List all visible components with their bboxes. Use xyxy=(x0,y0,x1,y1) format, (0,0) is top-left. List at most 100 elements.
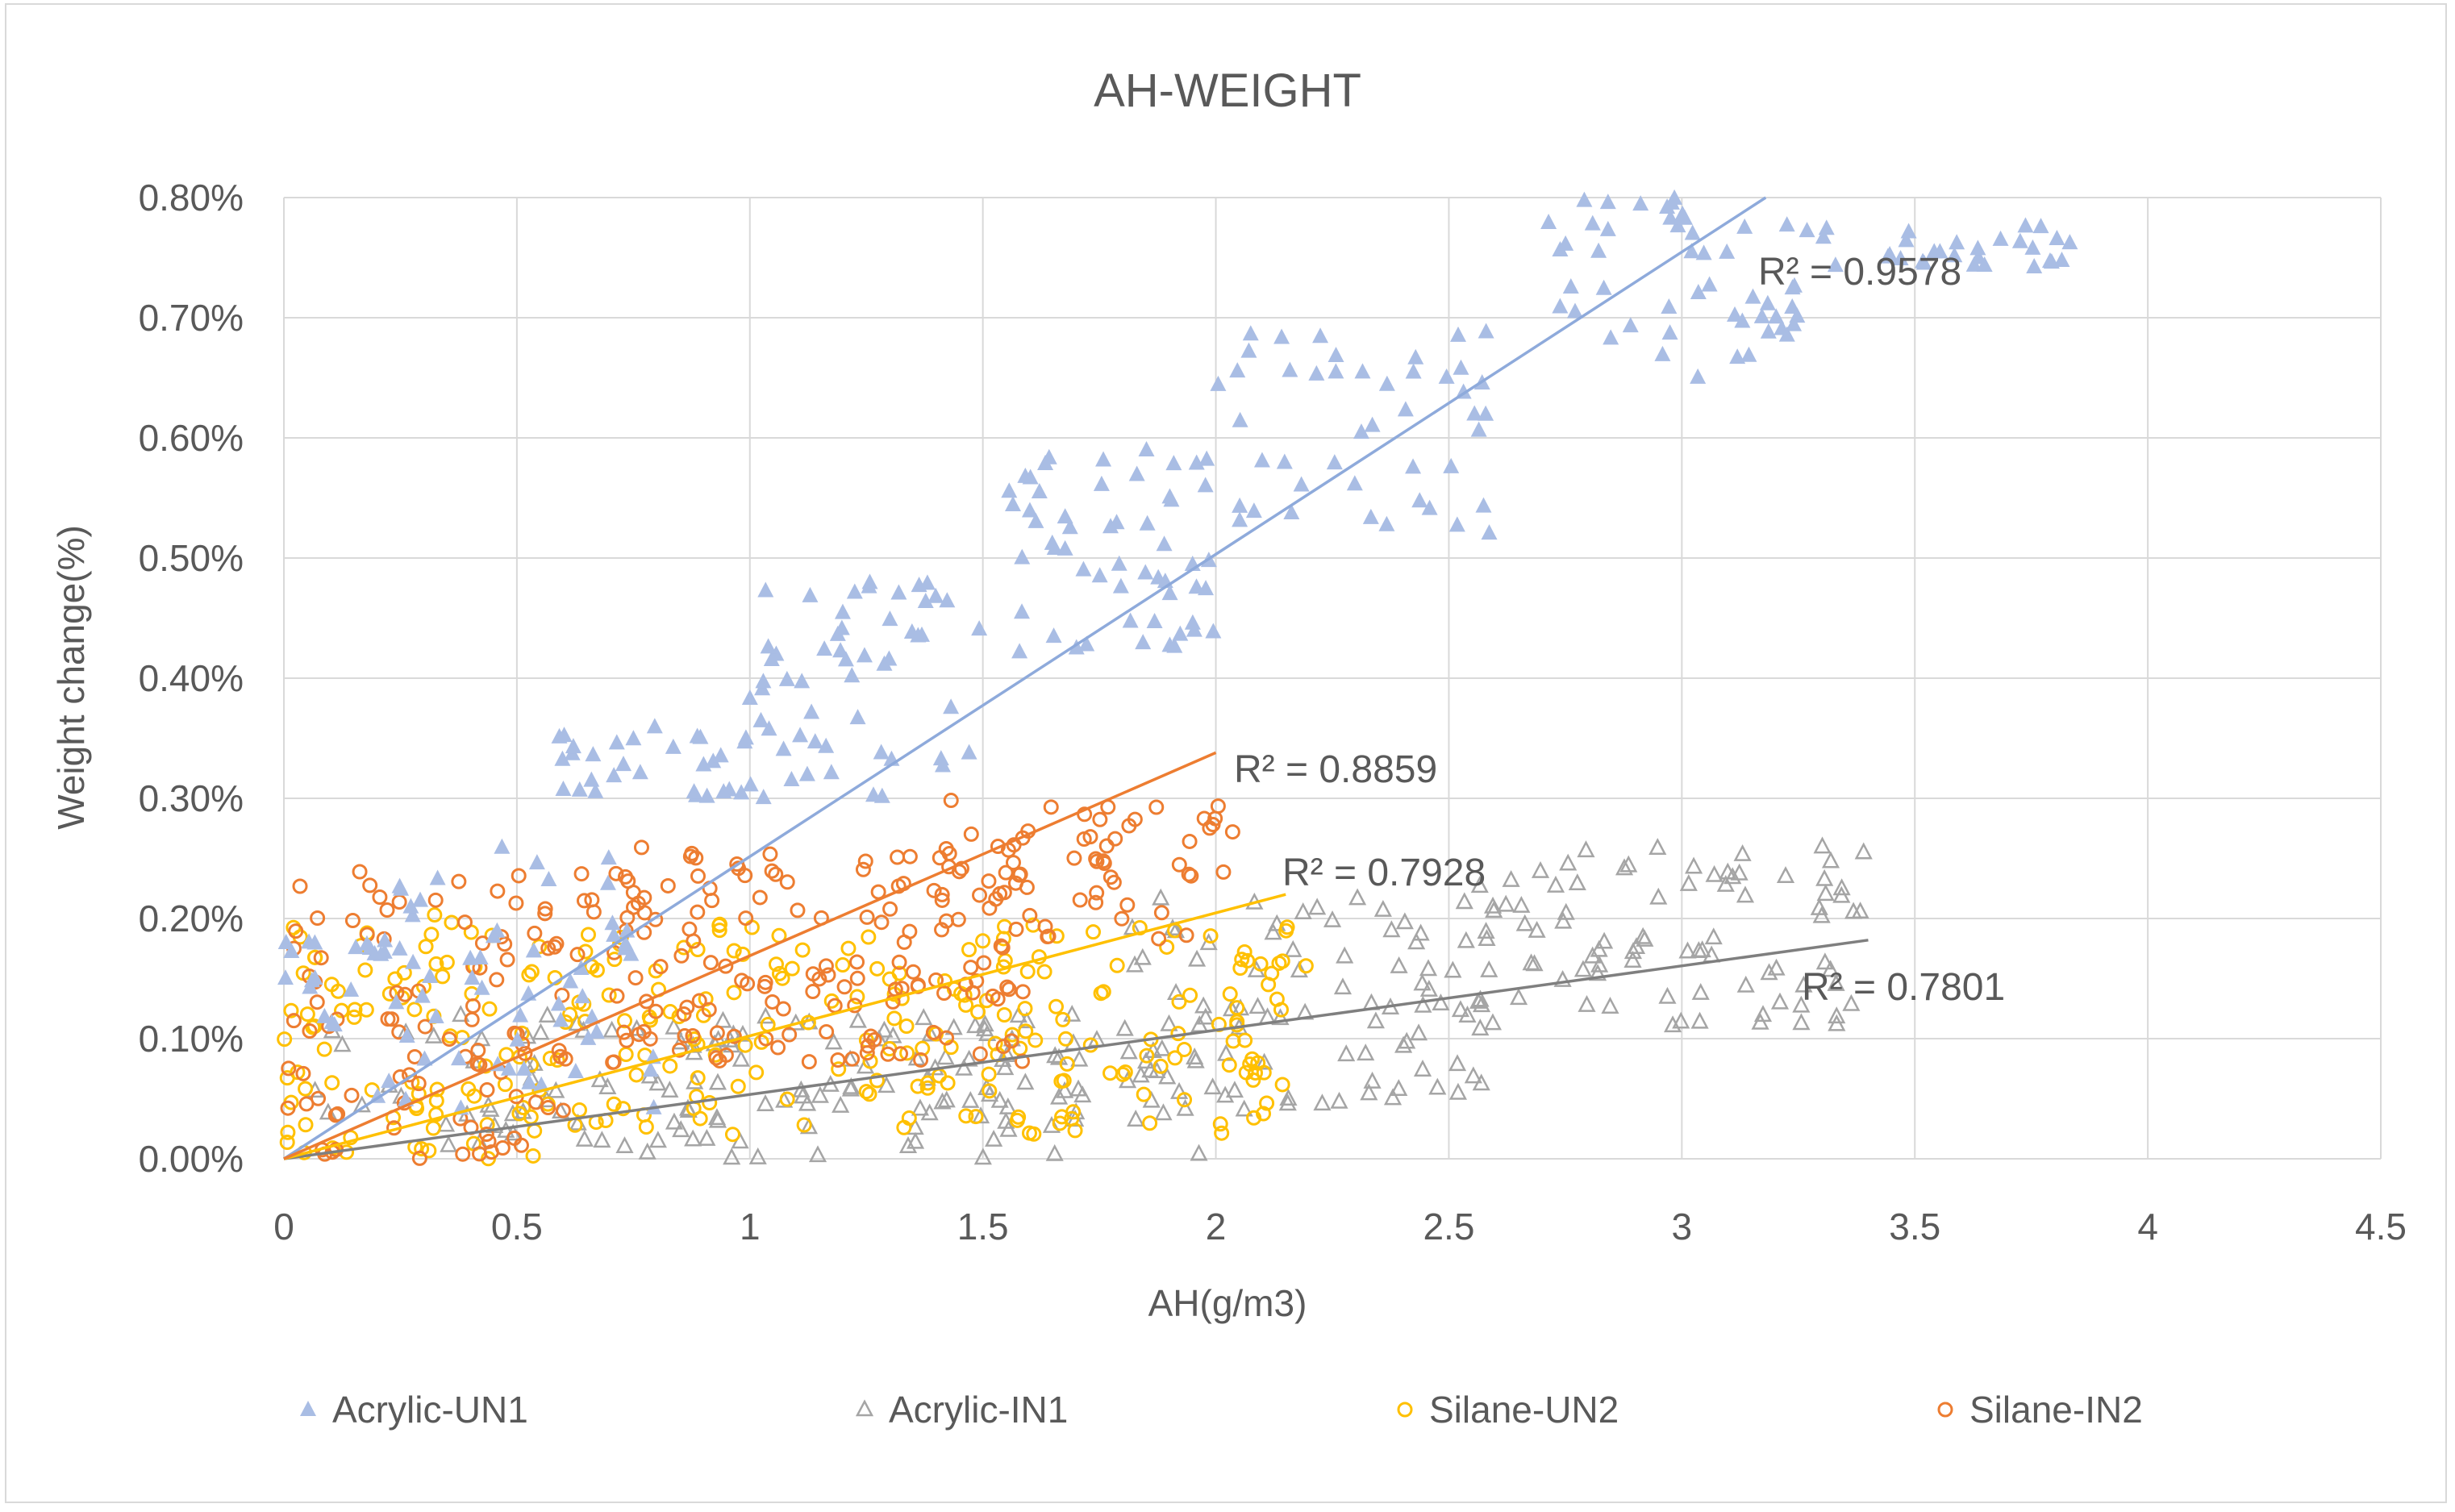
y-tick-labels: 0.00% 0.10% 0.20% 0.30% 0.40% 0.50% 0.60% 0.70%… xyxy=(139,177,244,1180)
data-point xyxy=(1232,411,1248,427)
data-point xyxy=(489,972,505,988)
data-point xyxy=(602,1020,621,1038)
data-point xyxy=(576,893,592,909)
data-point xyxy=(1568,873,1586,891)
data-point xyxy=(701,1002,717,1018)
data-point xyxy=(1153,905,1169,921)
data-point xyxy=(2049,230,2065,246)
data-point xyxy=(574,988,591,1004)
data-point xyxy=(982,900,998,916)
data-point xyxy=(1603,329,1619,345)
data-point xyxy=(1007,875,1023,891)
data-point xyxy=(1135,634,1152,650)
data-point xyxy=(411,1076,427,1092)
data-point xyxy=(1163,491,1180,507)
data-point xyxy=(327,1107,344,1123)
data-point xyxy=(1438,368,1455,384)
data-point xyxy=(631,764,648,780)
data-point xyxy=(2041,252,2058,269)
data-point xyxy=(540,871,557,887)
data-point xyxy=(1224,824,1240,840)
data-point xyxy=(1139,1048,1155,1064)
data-point xyxy=(711,923,727,939)
data-point xyxy=(1137,564,1154,580)
data-point xyxy=(540,940,556,956)
data-point xyxy=(824,1032,843,1050)
data-point xyxy=(998,1097,1017,1114)
data-point xyxy=(1992,230,2009,246)
data-point xyxy=(423,927,440,943)
data-point xyxy=(1736,975,1755,993)
data-point xyxy=(861,577,877,594)
data-point xyxy=(1089,853,1105,869)
data-point xyxy=(830,1052,846,1068)
data-point xyxy=(973,1148,992,1165)
data-point xyxy=(1419,959,1438,977)
data-point xyxy=(1599,220,1616,236)
data-point xyxy=(575,1129,594,1147)
data-point xyxy=(306,949,323,965)
data-point xyxy=(1014,603,1031,619)
data-point xyxy=(1222,999,1241,1017)
data-point xyxy=(2026,258,2043,274)
data-point xyxy=(313,950,329,966)
data-point xyxy=(802,586,819,602)
data-point xyxy=(863,1028,879,1044)
data-point xyxy=(1197,477,1214,493)
data-point xyxy=(481,1001,498,1017)
data-point xyxy=(1390,1079,1408,1096)
data-point xyxy=(775,740,792,756)
data-point xyxy=(586,904,602,920)
data-point xyxy=(1469,991,1488,1009)
data-point xyxy=(1176,1041,1192,1057)
data-point xyxy=(414,1141,430,1157)
data-point xyxy=(1018,1023,1034,1039)
data-point xyxy=(648,963,664,979)
data-point xyxy=(856,647,873,663)
data-point xyxy=(397,986,413,1002)
data-point xyxy=(1061,519,1078,535)
data-point xyxy=(836,979,852,995)
data-point xyxy=(1045,627,1062,644)
data-point xyxy=(950,911,966,927)
data-point xyxy=(987,1035,1003,1052)
data-point xyxy=(944,1018,963,1035)
data-point xyxy=(1122,612,1139,628)
data-point xyxy=(1232,960,1248,977)
data-point xyxy=(1373,899,1392,917)
x-tick-label: 2.5 xyxy=(1423,1206,1474,1248)
data-point xyxy=(391,877,408,893)
data-point xyxy=(286,1013,302,1029)
data-point xyxy=(915,1008,933,1026)
data-point xyxy=(1366,1011,1385,1029)
data-point xyxy=(1151,931,1167,947)
data-point xyxy=(1892,250,1909,266)
data-point xyxy=(882,610,898,627)
data-point xyxy=(702,955,719,971)
data-point xyxy=(1278,1093,1297,1111)
data-point xyxy=(1276,453,1293,469)
data-point xyxy=(531,1023,550,1040)
data-point xyxy=(811,971,827,987)
data-point xyxy=(299,1006,315,1023)
data-point xyxy=(593,1131,611,1148)
data-point xyxy=(805,984,821,1000)
data-point xyxy=(608,734,625,750)
data-point xyxy=(1786,277,1803,293)
data-point xyxy=(1540,214,1557,230)
data-point xyxy=(615,756,632,772)
data-point xyxy=(571,781,588,797)
data-point xyxy=(525,1148,541,1164)
data-point xyxy=(1676,209,1693,225)
data-point xyxy=(1333,977,1353,995)
y-tick-label: 0.70% xyxy=(139,297,244,339)
data-point xyxy=(1552,298,1569,314)
data-point xyxy=(1683,243,1700,259)
data-point xyxy=(1382,920,1401,938)
data-point xyxy=(1021,502,1038,518)
data-point xyxy=(1471,1018,1490,1036)
data-point xyxy=(512,1006,529,1023)
data-point xyxy=(1759,294,1776,310)
data-point xyxy=(1171,856,1187,873)
data-point xyxy=(625,730,642,746)
